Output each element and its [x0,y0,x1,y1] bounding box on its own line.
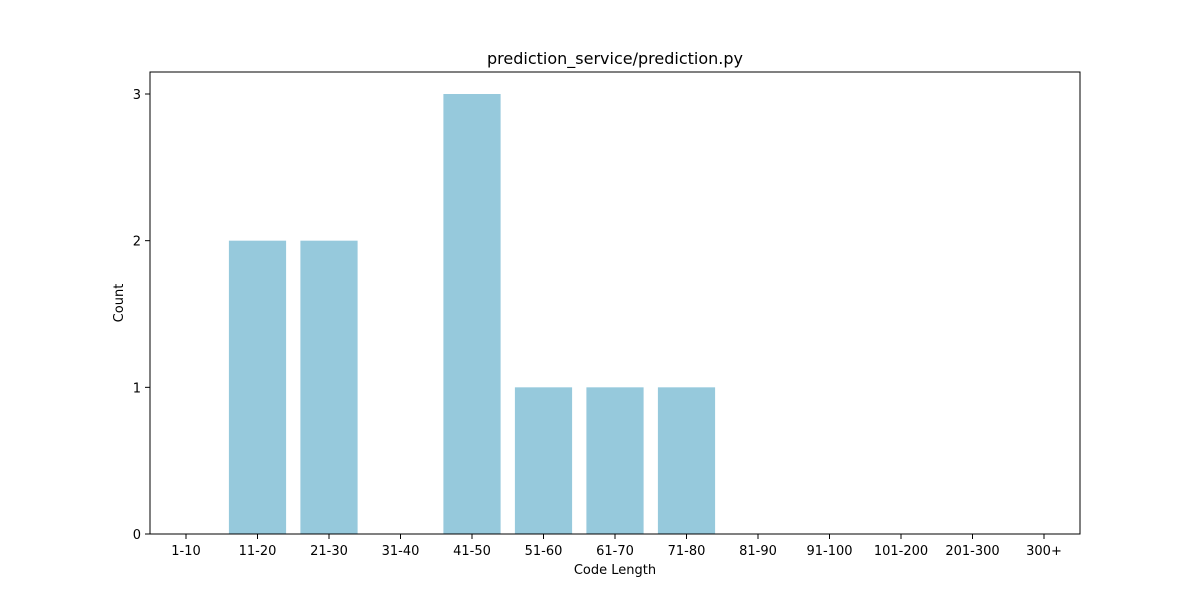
x-tick-label: 300+ [1026,544,1062,559]
y-axis: 0 1 2 3 [133,88,150,543]
x-tick-label: 201-300 [945,544,999,559]
x-tick-label: 51-60 [525,544,563,559]
x-tick-label: 31-40 [382,544,420,559]
x-tick-label: 1-10 [171,544,201,559]
x-tick-label: 91-100 [806,544,852,559]
bar-41-50 [443,94,501,534]
x-tick-label: 81-90 [739,544,777,559]
y-tick-label: 0 [133,528,141,543]
bar-61-70 [586,387,644,534]
bar-71-80 [657,387,716,534]
y-tick-label: 1 [133,381,141,396]
bar-21-30 [300,240,358,535]
x-axis: 1-10 11-20 21-30 31-40 41-50 51-60 61-70 71-80 8… [171,534,1062,559]
x-tick-label: 11-20 [239,544,277,559]
y-tick-label: 3 [133,88,141,103]
x-tick-label: 41-50 [453,544,491,559]
bar-11-20 [228,240,287,535]
x-tick-label: 71-80 [668,544,706,559]
bar-51-60 [514,387,573,534]
chart-title: prediction_service/prediction.py [487,49,743,69]
x-tick-label: 21-30 [310,544,348,559]
bars-group [228,94,716,535]
x-axis-label: Code Length [574,563,656,578]
y-tick-label: 2 [133,235,141,250]
x-tick-label: 61-70 [596,544,634,559]
x-tick-label: 101-200 [874,544,928,559]
y-axis-label: Count [112,284,127,323]
